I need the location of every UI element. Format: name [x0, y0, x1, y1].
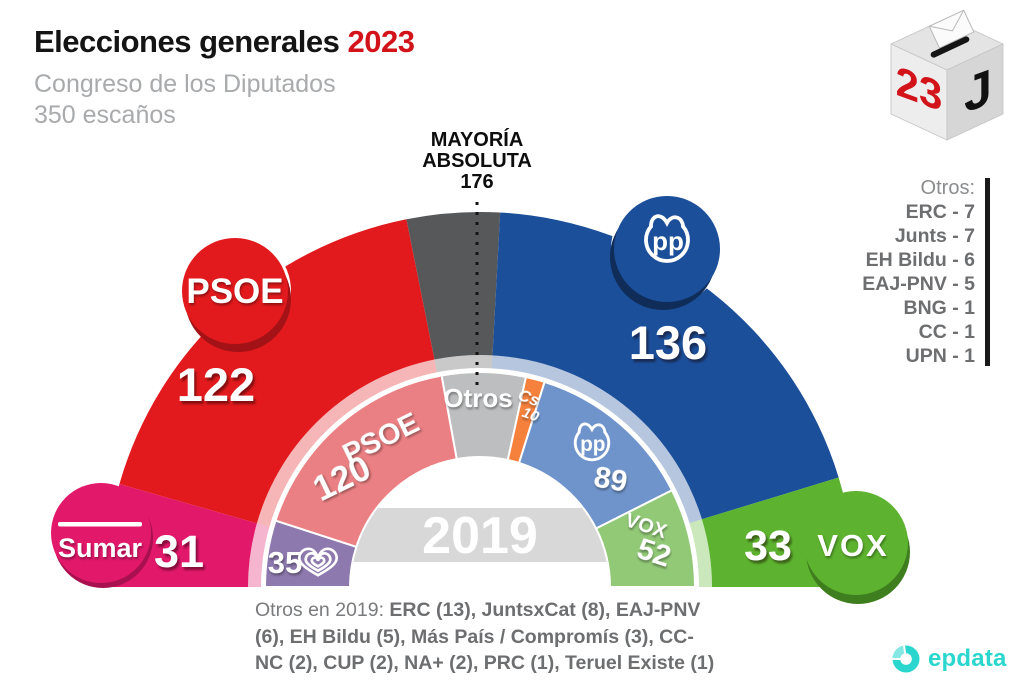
ring-2023 — [105, 212, 855, 587]
sumar-bubble: Sumar — [51, 483, 153, 588]
label-inner-cs-seats: 10 — [520, 404, 542, 426]
label-outer-sumar-seats: 31 — [154, 526, 204, 577]
others-item: ERC - 7 — [905, 201, 975, 223]
year-2019-band — [350, 508, 610, 562]
others-item: UPN - 1 — [905, 345, 975, 367]
label-inner-otros: Otros — [443, 383, 512, 413]
header: Elecciones generales 2023 Congreso de lo… — [34, 24, 415, 131]
label-outer-psoe-seats: 122 — [177, 358, 255, 411]
psoe-bubble-label: PSOE — [186, 272, 283, 311]
brand-logo: epdata — [891, 644, 1007, 674]
pp-bubble: pp — [610, 193, 723, 310]
page-title-year: 2023 — [347, 24, 415, 59]
pp-logo-bubble-text: pp — [652, 226, 684, 256]
others-item: BNG - 1 — [903, 297, 975, 319]
subtitle-line-1: Congreso de los Diputados — [34, 70, 336, 98]
subtitle-line-2: 350 escaños — [34, 101, 176, 129]
others-item: Junts - 7 — [894, 225, 975, 247]
segment-2023-psoe — [119, 219, 435, 524]
brand-name-suffix: data — [956, 645, 1007, 672]
brand-name: epdata — [928, 645, 1007, 673]
page-subtitle: Congreso de los Diputados 350 escaños — [34, 69, 414, 131]
label-inner-up-seats: 35 — [268, 545, 302, 580]
sumar-logo-bar — [58, 522, 142, 527]
vox-bubble: VOX — [804, 491, 910, 604]
label-outer-vox-seats: 33 — [744, 522, 792, 570]
tint-2023-psoe — [256, 359, 438, 527]
others-item: CC - 1 — [918, 321, 975, 343]
pp-logo-inner-text: pp — [580, 433, 605, 456]
psoe-bubble: PSOE — [179, 235, 291, 352]
page-title: Elecciones generales 2023 — [34, 24, 415, 60]
tint-2023-vox — [689, 519, 712, 587]
tint-2023-sumar — [248, 523, 270, 587]
page-title-main: Elecciones generales — [34, 24, 340, 59]
tint-2023-pp — [491, 355, 702, 524]
footnote-prefix: Otros en 2019: — [255, 599, 390, 621]
tint-2023-otros — [434, 355, 493, 373]
majority-value: 176 — [460, 171, 494, 193]
others-panel: Otros: ERC - 7 Junts - 7 EH Bildu - 6 EAJ-P… — [862, 176, 990, 368]
ballot-slot — [930, 36, 970, 58]
majority-line-2: ABSOLUTA — [422, 150, 532, 172]
others-panel-bar — [985, 178, 990, 366]
segment-2023-pp — [492, 212, 839, 520]
ballot-box-icon: 23 J — [890, 9, 1004, 141]
label-inner-year: 2019 — [422, 507, 538, 565]
pp-logo-inner-icon: pp — [573, 422, 611, 462]
ring-2023-tint — [248, 355, 712, 587]
others-list: Otros: ERC - 7 Junts - 7 EH Bildu - 6 EAJ-P… — [862, 176, 975, 368]
others-item: EH Bildu - 6 — [865, 249, 975, 271]
pp-logo-bubble-icon: pp — [644, 214, 690, 263]
sumar-bubble-label: Sumar — [58, 533, 143, 563]
ring-2019 — [263, 371, 697, 588]
segment-2019-vox — [594, 488, 697, 588]
label-outer-pp-seats: 136 — [629, 316, 707, 369]
envelope-icon — [928, 9, 975, 49]
others-heading: Otros: — [920, 177, 975, 199]
others-item: EAJ-PNV - 5 — [862, 273, 975, 295]
vox-bubble-label: VOX — [817, 528, 888, 563]
majority-line-1: MAYORÍA — [430, 129, 524, 151]
epdata-donut-icon — [892, 645, 920, 673]
ballot-month: J — [964, 57, 992, 123]
majority-marker-label: MAYORÍA ABSOLUTA 176 — [422, 130, 532, 193]
footnote-detail: ERC (13), JuntsxCat (8), EAJ-PNV (6), EH… — [255, 599, 715, 674]
label-inner-pp-seats: 89 — [591, 460, 630, 498]
footnote: Otros en 2019: ERC (13), JuntsxCat (8), … — [255, 597, 717, 677]
brand-name-prefix: ep — [928, 645, 957, 672]
